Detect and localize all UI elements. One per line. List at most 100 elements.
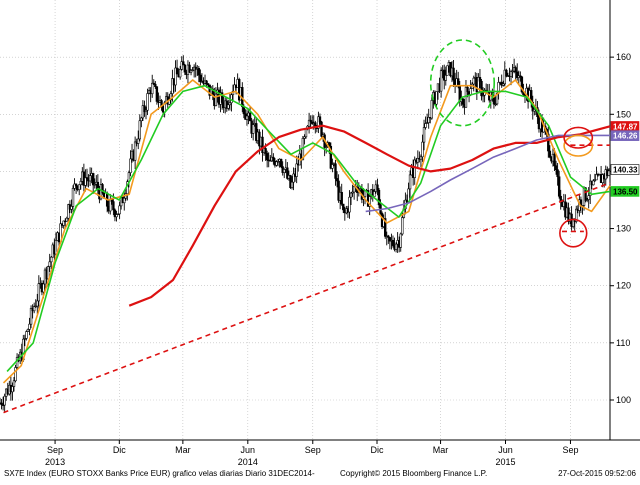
candle-body [430, 100, 434, 119]
candle-body [495, 92, 499, 105]
ma-red-line [128, 124, 611, 307]
candle-body [427, 117, 430, 123]
candle-body [65, 217, 68, 222]
candle-body [183, 64, 187, 73]
candle-body [399, 233, 402, 248]
candle-body [394, 243, 398, 250]
candle-body [88, 175, 92, 182]
candle-body [85, 177, 89, 180]
candle-body [408, 174, 412, 190]
candle-body [533, 109, 536, 112]
candle-body [191, 69, 194, 72]
axis-layer: 100110120130140150160SepDicMarJunSepDicM… [0, 0, 640, 467]
candle-body [264, 148, 267, 154]
x-tick-label: Mar [175, 445, 191, 455]
candle-body [74, 183, 78, 187]
candle-body [71, 188, 75, 207]
candle-body [230, 94, 233, 104]
candle-body [178, 68, 182, 78]
candle-body [464, 86, 468, 108]
footer-copyright-text: Copyright© 2015 Bloomberg Finance L.P. [340, 469, 487, 478]
candle-body [138, 120, 141, 140]
y-tick-label: 120 [616, 281, 631, 291]
candle-body [317, 116, 320, 129]
candle-body [349, 192, 353, 198]
ma-orange-line [2, 79, 611, 384]
candle-body [373, 191, 376, 198]
price-tag-box [610, 164, 640, 175]
ma-green-line [6, 84, 611, 372]
candle-body [384, 218, 387, 237]
candle-body [175, 67, 179, 75]
year-label: 2014 [238, 457, 258, 467]
candle-body [171, 78, 174, 94]
candle-body [422, 127, 426, 143]
x-tick-label: Mar [433, 445, 449, 455]
candle-body [180, 61, 183, 70]
highlight-ellipse [429, 39, 496, 127]
candle-body [42, 283, 45, 293]
candle-body [335, 178, 339, 182]
candle-body [28, 323, 31, 330]
candle-body [14, 367, 17, 382]
candle-body [557, 176, 561, 197]
candle-body [435, 91, 438, 105]
candle-body [331, 164, 334, 169]
support-trendline [3, 182, 611, 414]
candle-body [123, 197, 126, 204]
candle-body [388, 237, 392, 242]
candle-body [91, 173, 95, 186]
year-label: 2015 [495, 457, 515, 467]
y-tick-label: 130 [616, 224, 631, 234]
candle-body [519, 75, 522, 78]
candle-body [206, 83, 210, 86]
candle-body [118, 205, 121, 215]
x-tick-label: Dic [371, 445, 384, 455]
candle-body [446, 65, 449, 76]
candle-body [275, 161, 278, 166]
candle-body [472, 77, 475, 85]
candle-body [115, 214, 118, 218]
candle-body [197, 68, 201, 76]
candle-body [502, 83, 505, 86]
candle-body [0, 402, 3, 406]
candle-body [129, 158, 132, 174]
candle-body [292, 173, 295, 183]
candle-body [439, 70, 443, 92]
price-tag-label: 147.87 [613, 122, 638, 131]
candle-body [84, 177, 87, 186]
candle-body [595, 174, 598, 181]
candle-body [307, 119, 311, 127]
candle-body [511, 70, 514, 73]
candle-body [553, 153, 556, 167]
candle-body [78, 184, 81, 190]
candle-body [554, 165, 558, 170]
candle-body [151, 82, 154, 95]
candle-body [37, 283, 41, 302]
candle-body [3, 395, 6, 406]
candle-body [133, 141, 137, 161]
candle-body [516, 71, 519, 78]
candle-body [503, 69, 507, 85]
candle-body [416, 158, 420, 163]
candle-body [387, 235, 390, 238]
candle-body [290, 181, 294, 188]
candle-body [12, 380, 16, 387]
candle-body [607, 170, 611, 176]
candle-body [93, 184, 96, 186]
candle-body [25, 331, 28, 339]
candle-body [584, 187, 587, 201]
price-tag-label: 146.26 [613, 132, 638, 141]
candle-body [50, 256, 53, 263]
candle-body [146, 93, 149, 111]
candle-body [401, 217, 404, 235]
candle-body [29, 308, 33, 325]
candle-body [73, 183, 76, 189]
candle-body [286, 167, 289, 179]
series-layer [0, 55, 611, 413]
footer-left-text: SX7E Index (EURO STOXX Banks Price EUR) … [4, 469, 315, 478]
footer-timestamp-text: 27-Oct-2015 09:52:06 [558, 469, 636, 478]
